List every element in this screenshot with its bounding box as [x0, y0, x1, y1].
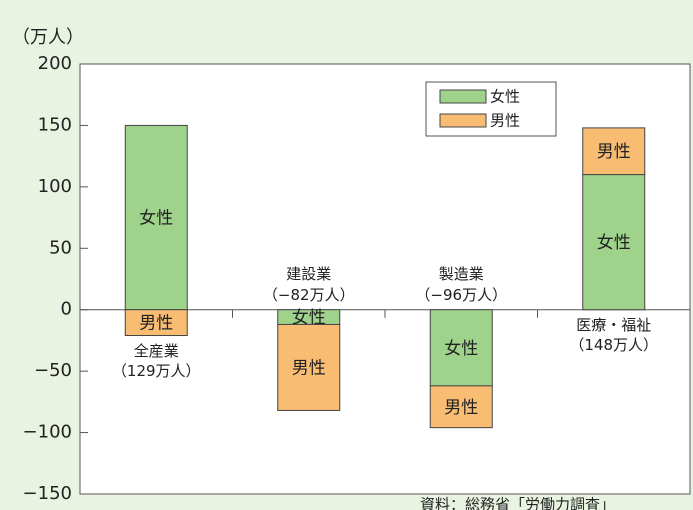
segment-label: 男性	[292, 358, 326, 378]
bar-segment	[124, 124, 188, 311]
segment-label: 女性	[139, 209, 173, 229]
legend-label: 男性	[490, 112, 520, 130]
category-note: （148万人）	[569, 336, 658, 354]
legend-label: 女性	[490, 88, 520, 106]
segment-label: 女性	[597, 233, 631, 253]
category-label: 全産業	[134, 342, 179, 360]
y-tick-label: 100	[38, 176, 72, 197]
segment-label: 男性	[597, 142, 631, 162]
source: 資料：総務省「労働力調査」	[420, 496, 615, 510]
bar-segment	[429, 309, 493, 387]
y-tick-label: −150	[23, 483, 72, 504]
category-label: 医療・福祉	[576, 316, 651, 334]
legend-swatch	[439, 113, 487, 128]
bar-segment	[582, 174, 646, 311]
category-note: （129万人）	[112, 362, 201, 380]
y-tick-label: −50	[34, 360, 72, 381]
segment-label: 女性	[444, 339, 478, 359]
y-tick-label: −100	[23, 422, 72, 443]
y-tick-label: 150	[38, 114, 72, 135]
segment-label: 男性	[139, 314, 173, 334]
y-tick-label: 0	[61, 299, 72, 320]
bar-segment	[124, 309, 188, 337]
bar-segment	[277, 323, 341, 411]
bar-segment	[582, 127, 646, 176]
category-label: 製造業	[439, 265, 484, 283]
bar-segment	[429, 385, 493, 429]
segment-label: 男性	[444, 398, 478, 418]
y-tick-label: 200	[38, 53, 72, 74]
legend-swatch	[439, 89, 487, 104]
y-unit: （万人）	[12, 27, 84, 48]
category-note: （−96万人）	[415, 286, 507, 304]
category-note: （−82万人）	[263, 286, 355, 304]
segment-label: 女性	[292, 308, 326, 328]
category-label: 建設業	[286, 265, 331, 283]
y-tick-label: 50	[49, 237, 72, 258]
